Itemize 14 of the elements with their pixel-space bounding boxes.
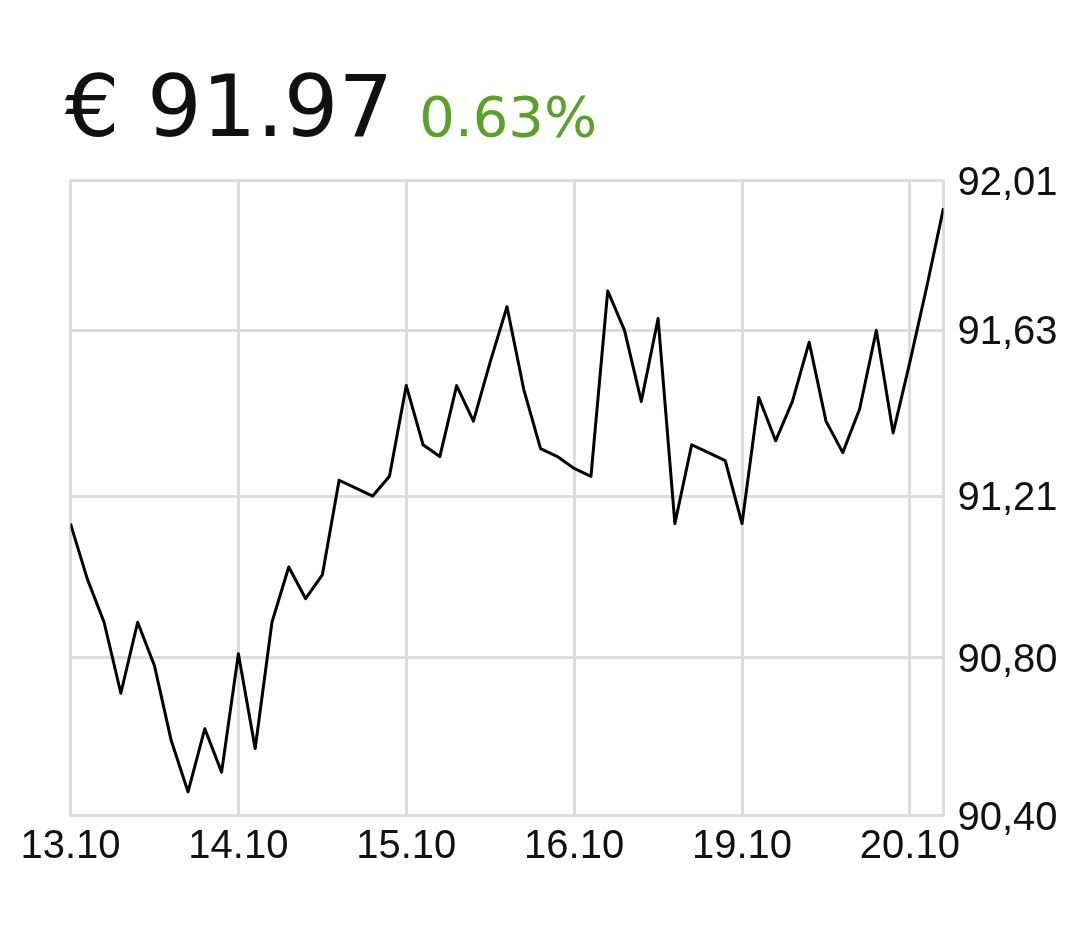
x-tick-label: 15.10 [356, 821, 457, 866]
y-tick-label: 90,80 [957, 635, 1058, 680]
x-tick-label: 16.10 [524, 821, 625, 866]
x-tick-label: 19.10 [691, 821, 793, 866]
y-tick-label: 91,63 [957, 308, 1058, 353]
y-tick-label: 90,40 [957, 793, 1058, 838]
y-tick-label: 92,01 [957, 158, 1058, 203]
line-series [70, 206, 944, 794]
chart-subtitle: 0.63% [419, 84, 598, 149]
chart-title: € 91.97 [65, 56, 394, 156]
x-tick-label: 20.10 [859, 821, 960, 866]
y-tick-label: 91,21 [957, 474, 1058, 519]
x-tick-label: 14.10 [188, 821, 289, 866]
x-tick-label: 13.10 [20, 821, 121, 866]
